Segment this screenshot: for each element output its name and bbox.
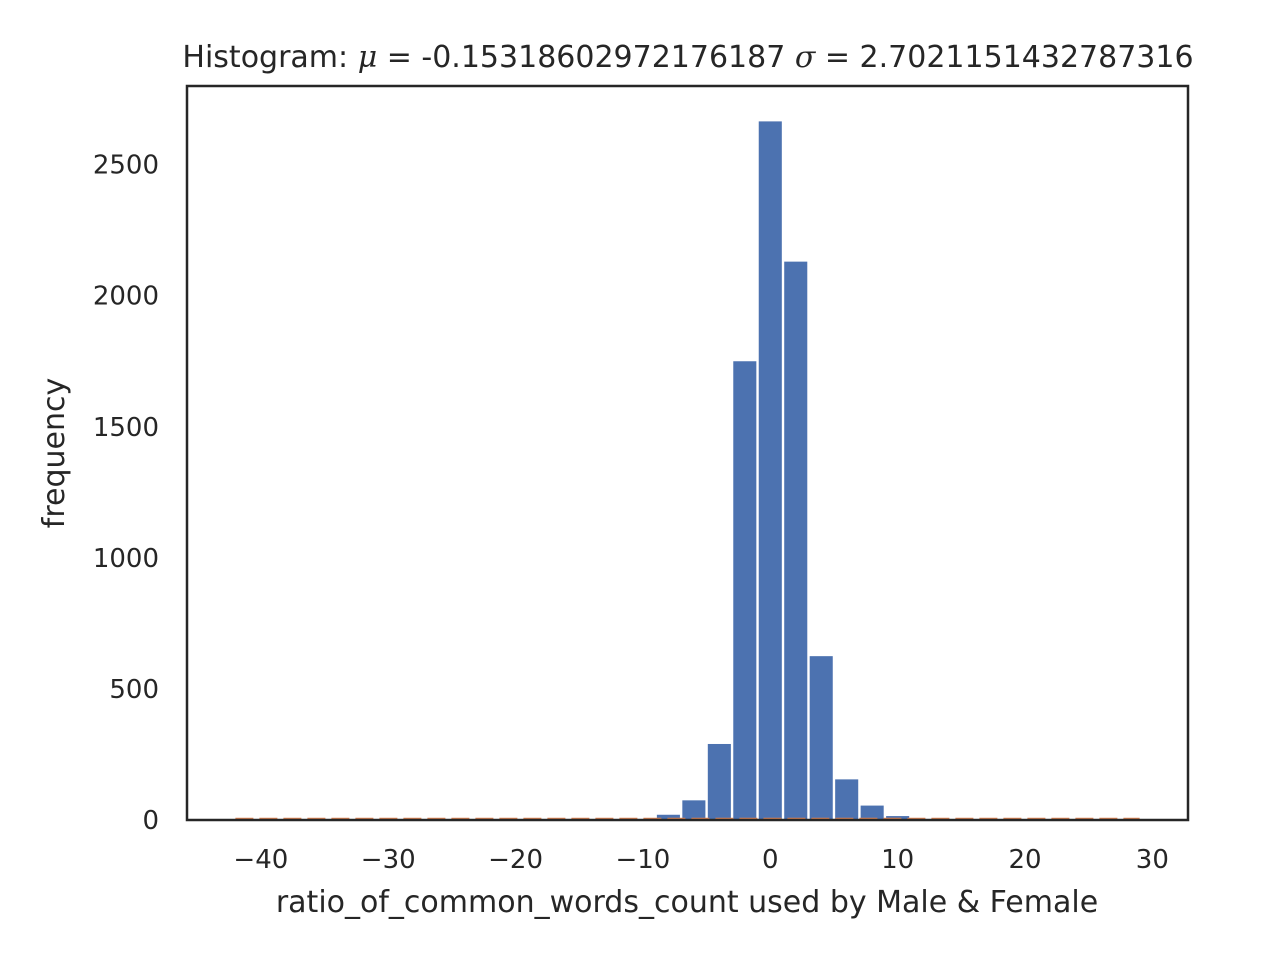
histogram-bar-8: [860, 805, 884, 820]
chart-title: Histogram: μ = -0.15318602972176187 σ = …: [182, 40, 1193, 75]
y-axis-label: frequency: [37, 378, 72, 528]
title-mu-value: = -0.15318602972176187: [377, 40, 795, 75]
y-tick-label: 2500: [93, 151, 159, 181]
y-axis-ticks: 0 500 1000 1500 2000 2500: [93, 151, 159, 836]
x-tick-label: −40: [233, 845, 288, 875]
histogram-bar-3: [733, 361, 757, 820]
plot-frame: [185, 84, 1190, 822]
title-sigma-value: = 2.7021151432787316: [815, 40, 1193, 75]
x-axis-ticks: −40 −30 −20 −10 0 10 20 30: [233, 845, 1168, 875]
y-tick-label: 500: [109, 675, 159, 705]
y-tick-label: 1500: [93, 413, 159, 443]
title-mu-symbol: μ: [358, 40, 378, 75]
y-tick-label: 1000: [93, 544, 159, 574]
x-tick-label: 20: [1008, 845, 1041, 875]
x-tick-label: 10: [881, 845, 914, 875]
x-tick-label: 30: [1136, 845, 1169, 875]
histogram-bar-4: [758, 121, 782, 820]
title-sigma-symbol: σ: [795, 40, 817, 75]
x-tick-label: −10: [615, 845, 670, 875]
title-prefix: Histogram:: [182, 40, 357, 75]
histogram-bar-1: [682, 800, 706, 820]
histogram-bar-2: [707, 743, 731, 820]
histogram-bar-0: [656, 814, 680, 820]
y-tick-label: 2000: [93, 282, 159, 312]
x-tick-label: −30: [361, 845, 416, 875]
histogram-bar-6: [809, 656, 833, 820]
histogram-bar-5: [784, 261, 808, 820]
histogram-bar-7: [835, 779, 859, 820]
x-axis-label: ratio_of_common_words_count used by Male…: [276, 885, 1098, 920]
x-tick-label: 0: [762, 845, 779, 875]
histogram-bars: [656, 121, 910, 820]
y-tick-label: 0: [142, 806, 159, 836]
x-tick-label: −20: [488, 845, 543, 875]
